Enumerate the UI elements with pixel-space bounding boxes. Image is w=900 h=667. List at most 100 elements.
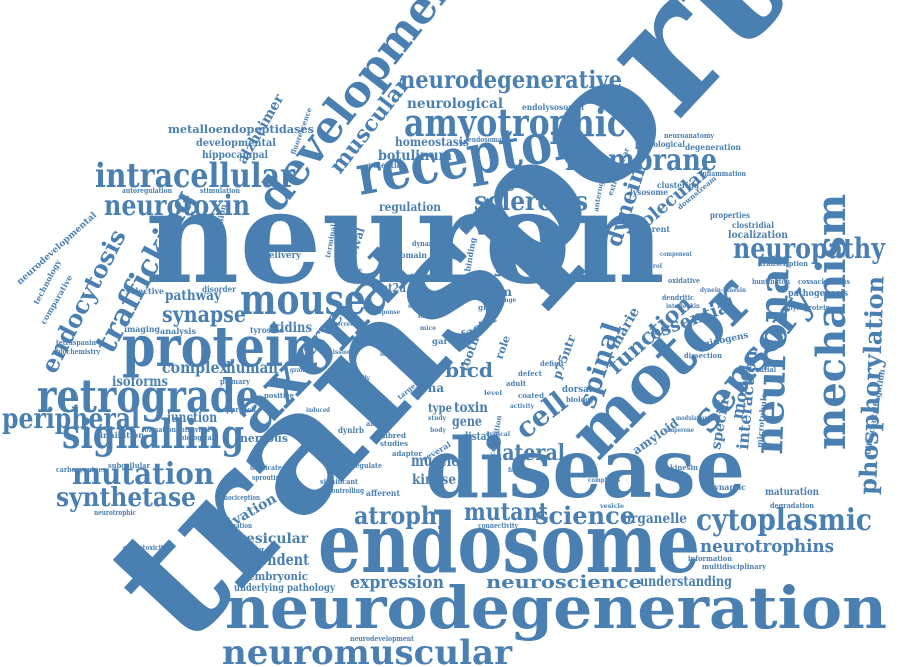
- word-induced: induced: [306, 407, 331, 414]
- word-analysis: analysis: [160, 326, 196, 336]
- word-organelle: organelle: [623, 511, 687, 527]
- word-animal: animal: [366, 419, 392, 428]
- word-multidisciplinary: multidisciplinary: [702, 562, 767, 571]
- word-nociception: nociception: [224, 493, 260, 502]
- word-inhibition: inhibition: [100, 430, 144, 440]
- word-regulate: regulate: [352, 461, 382, 470]
- word-atrophy: atrophy: [354, 501, 451, 530]
- word-science: science: [535, 501, 635, 530]
- word-identity: identity: [380, 351, 404, 358]
- word-dissection: dissection: [684, 351, 722, 360]
- word-excitotoxicity: excitotoxicity: [123, 543, 168, 552]
- word-human: human: [226, 358, 278, 377]
- word-mutation: mutation: [72, 457, 214, 492]
- word-understanding: understanding: [640, 574, 732, 590]
- word-complex: complex: [162, 358, 228, 377]
- word-imaging: imaging: [124, 324, 160, 334]
- word-neuropathy: neuropathy: [733, 232, 886, 265]
- word-kinesin: kinesin: [670, 463, 698, 472]
- word-hippocampal: hippocampal: [202, 150, 268, 161]
- word-junction: junction: [165, 410, 217, 426]
- word-secretion: secretion: [334, 321, 363, 328]
- word-huntington: huntington: [752, 277, 790, 286]
- word-differential: differential: [736, 365, 776, 374]
- word-pathological: pathological: [635, 139, 685, 149]
- word-domain: domain: [395, 250, 427, 260]
- word-peripheral: peripheral: [2, 402, 140, 435]
- word-body: body: [430, 427, 447, 434]
- word-neurodevelopment: neurodevelopment: [350, 634, 415, 643]
- word-membrane: membrane: [565, 143, 717, 178]
- word-inflammation: inflammation: [700, 169, 746, 178]
- word-isoforms: isoforms: [112, 374, 168, 390]
- word-critical: critical: [486, 431, 511, 438]
- word-level: level: [484, 390, 503, 397]
- word-biochemistry: biochemistry: [56, 347, 101, 356]
- word-amyotrophic: amyotrophic: [404, 100, 626, 145]
- word-system: system: [466, 285, 512, 299]
- word-formation: formation: [142, 425, 176, 434]
- word-clustering: clustering: [657, 180, 699, 190]
- word-transcription: transcription: [760, 259, 808, 268]
- word-bicd: bicd: [445, 358, 493, 382]
- word-clostridial: clostridial: [732, 220, 774, 230]
- word-controlling: controlling: [328, 486, 364, 495]
- word-gene: gene: [452, 414, 482, 430]
- word-pathogenesis: pathogenesis: [788, 289, 848, 299]
- word-synapse: synapse: [162, 302, 246, 328]
- word-cmt2d: cmt2d: [372, 281, 406, 295]
- word-sorting: sorting: [408, 303, 431, 310]
- word-neuromuscular: neuromuscular: [222, 633, 513, 667]
- word-disorder: disorder: [202, 284, 237, 294]
- word-expression: expression: [350, 572, 444, 593]
- word-lysosome: lysosome: [630, 187, 668, 197]
- word-primary: primary: [220, 377, 251, 386]
- word-protein: protein: [122, 314, 318, 380]
- word-neurotoxin: neurotoxin: [104, 189, 250, 222]
- word-information: information: [688, 554, 732, 563]
- word-p75ntr: p75ntr: [550, 333, 579, 381]
- word-microtubule: microtubule: [754, 393, 769, 449]
- word-positive: positive: [264, 391, 295, 400]
- word-endolysosomal: endolysosomal: [522, 102, 584, 112]
- word-neurotrophins: neurotrophins: [700, 536, 834, 557]
- word-neurological: neurological: [407, 96, 503, 112]
- word-significant: significant: [320, 477, 359, 486]
- word-endosome: endosome: [318, 496, 700, 592]
- word-pathology: pathology: [287, 583, 336, 594]
- word-gar: gar: [432, 336, 449, 346]
- word-component: component: [660, 251, 692, 258]
- word-endosomal: endosomal: [468, 135, 504, 144]
- word-glycerol: glycerol: [636, 263, 663, 270]
- word-vesicular: vesicular: [237, 531, 309, 547]
- word-neuron: neuron: [145, 163, 665, 313]
- word-synaptic: synaptic: [710, 482, 746, 492]
- word-modulation: modulation: [676, 415, 709, 422]
- word-complexes: complexes: [588, 477, 621, 484]
- word-intracellular: intracellular: [95, 156, 296, 196]
- word-finding: finding: [508, 467, 531, 474]
- word-studies: studies: [380, 439, 408, 448]
- word-mechanism: mechanism: [808, 194, 855, 450]
- word-disease: disease: [425, 421, 745, 517]
- word-toxin: toxin: [454, 400, 488, 416]
- word-pathway: pathway: [165, 288, 222, 304]
- word-multivalent: multivalent: [260, 245, 294, 252]
- word-dorsal: dorsal: [562, 385, 593, 395]
- word-study: study: [428, 415, 446, 422]
- word-connectivity: connectivity: [478, 521, 519, 530]
- word-lateral: lateral: [495, 440, 565, 466]
- word-sclerosis: sclerosis: [474, 187, 588, 217]
- word-nervous: nervous: [240, 432, 288, 445]
- word-glycoprotein: glycoprotein: [786, 303, 830, 312]
- word-intravital: intravital: [178, 425, 210, 434]
- word-signaling: signaling: [224, 546, 265, 556]
- word-coxsackievirus: coxsackievirus: [798, 277, 850, 286]
- word-type: type: [428, 401, 452, 415]
- word-response: response: [372, 309, 400, 316]
- word-neurodegenerative: neurodegenerative: [400, 65, 622, 94]
- word-maturation: maturation: [765, 487, 820, 498]
- word-family: family: [350, 375, 370, 382]
- word-vesicle: vesicle: [599, 503, 624, 510]
- word-botulinum: botulinum: [378, 148, 452, 164]
